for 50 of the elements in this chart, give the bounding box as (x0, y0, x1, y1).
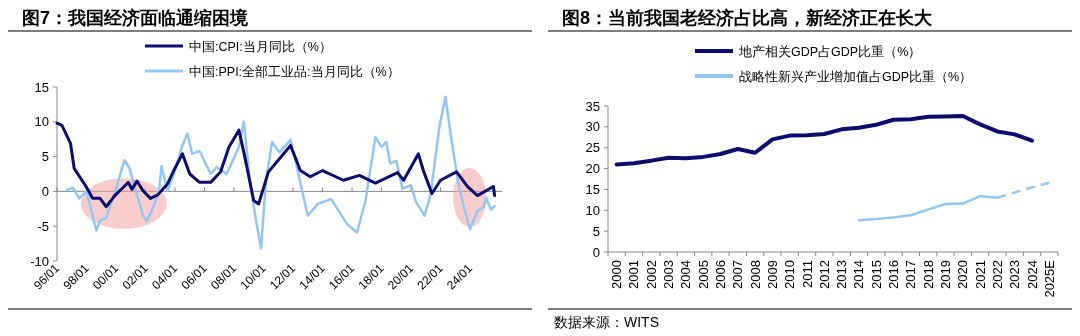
y-tick-label: 20 (585, 161, 600, 177)
x-tick-label: 2018 (920, 260, 936, 289)
x-tick-label: 2008 (747, 260, 763, 289)
legend-label: 战略性新兴产业增加值占GDP比重（%） (739, 69, 973, 84)
y-tick-label: 0 (41, 183, 49, 199)
y-tick-label: 5 (592, 223, 600, 239)
x-tick-label: 2002 (643, 260, 659, 289)
y-tick-label: 10 (34, 114, 49, 130)
y-tick-label: -5 (37, 218, 49, 234)
y-tick-label: -10 (30, 253, 49, 269)
legend-label: 中国:CPI:当月同比（%） (189, 39, 332, 54)
x-tick-label: 2021 (972, 260, 988, 289)
source-note: 数据来源：WITS (554, 314, 659, 330)
y-tick-label: 5 (41, 149, 49, 165)
legend-label: 地产相关GDP占GDP比重（%） (738, 44, 922, 59)
x-tick-label: 2023 (1007, 260, 1023, 289)
x-tick-label: 2010 (782, 260, 798, 289)
x-tick-label: 2007 (730, 260, 746, 289)
x-tick-label: 2005 (695, 260, 711, 289)
y-tick-label: 0 (592, 244, 600, 260)
x-tick-label: 2017 (903, 260, 919, 289)
y-tick-label: 15 (34, 79, 49, 95)
x-tick-label: 2004 (678, 260, 694, 289)
x-tick-label: 2011 (799, 260, 815, 288)
y-tick-label: 10 (585, 202, 600, 218)
chart-title: 图8：当前我国老经济占比高，新经济正在长大 (562, 8, 934, 28)
x-tick-label: 2014 (851, 260, 867, 289)
x-tick-label: 2013 (834, 260, 850, 289)
x-tick-label: 2000 (609, 260, 625, 289)
x-tick-label: 2015 (868, 260, 884, 289)
x-tick-label: 2024 (1024, 260, 1040, 289)
legend-label: 中国:PPI:全部工业品:当月同比（%） (189, 64, 400, 79)
y-tick-label: 35 (585, 98, 600, 114)
x-tick-label: 2003 (661, 260, 677, 289)
x-tick-label: 2001 (626, 260, 642, 289)
x-tick-label: 2020 (955, 260, 971, 289)
x-tick-label: 2016 (886, 260, 902, 289)
line-series (55, 121, 497, 209)
x-tick-label: 2009 (764, 260, 780, 289)
chart-title: 图7：我国经济面临通缩困境 (22, 8, 249, 28)
line-series (614, 114, 1035, 167)
x-tick-label: 2006 (713, 260, 728, 289)
y-tick-label: 30 (585, 119, 600, 135)
y-tick-label: 15 (585, 181, 600, 197)
x-tick-label: 2025E (1041, 259, 1057, 298)
line-series (65, 95, 496, 250)
x-tick-label: 2019 (938, 260, 953, 289)
x-tick-label: 2022 (989, 260, 1005, 289)
y-tick-label: 25 (585, 140, 600, 156)
x-tick-label: 2012 (816, 260, 832, 289)
